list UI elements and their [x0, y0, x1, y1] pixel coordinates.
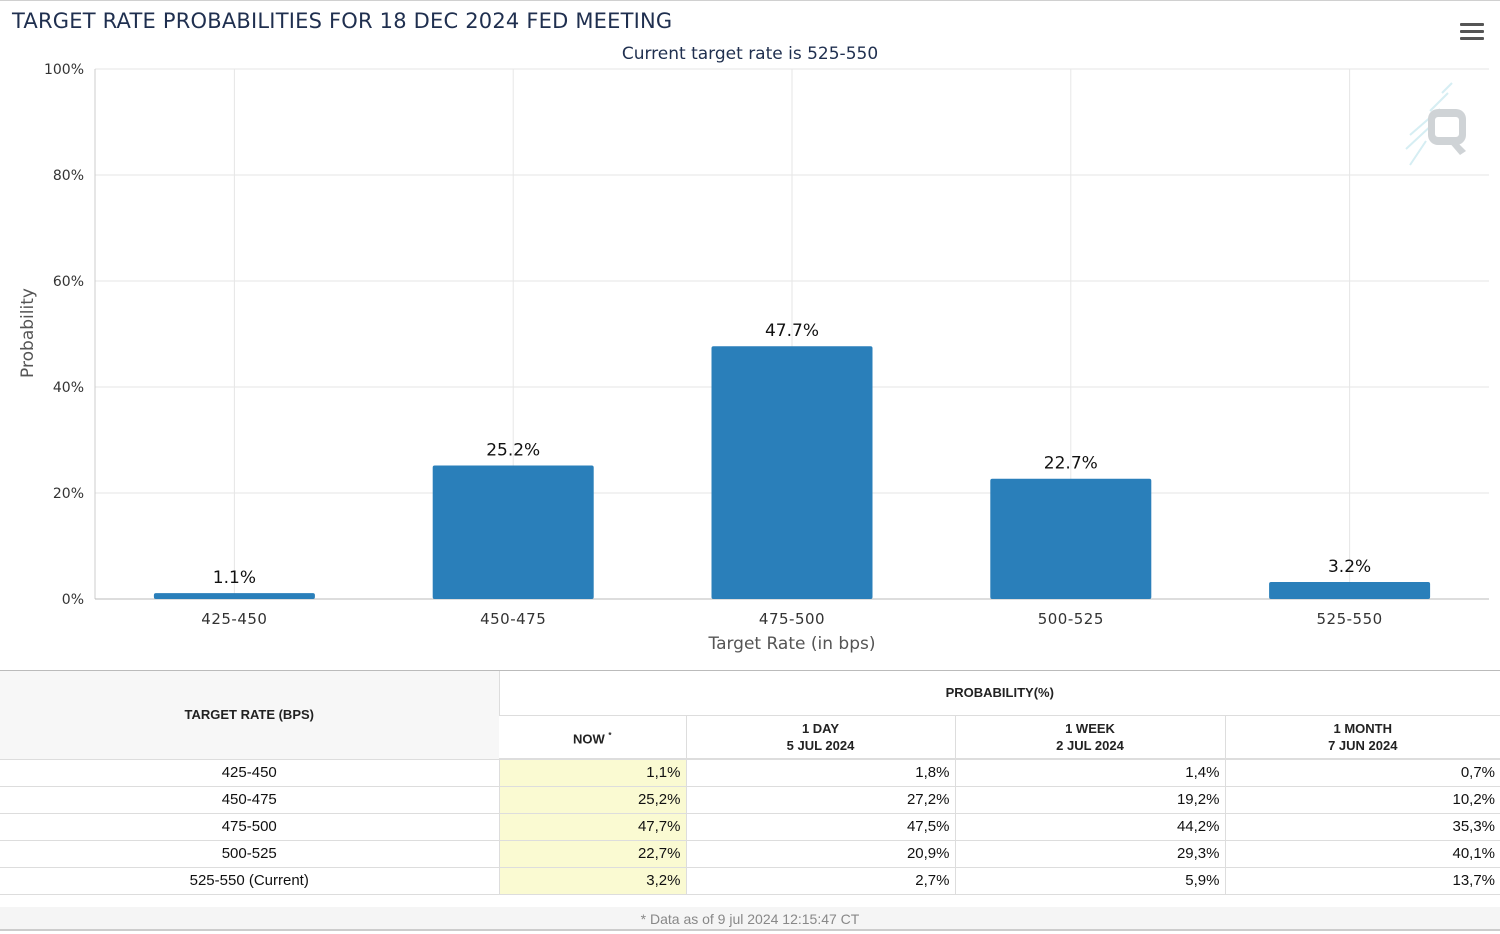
probability-cell: 27,2% — [685, 786, 955, 814]
bar-data-label: 3.2% — [1328, 557, 1371, 577]
probability-cell: 35,3% — [1224, 813, 1500, 841]
bar-450-475[interactable] — [432, 465, 594, 599]
quikstrike-q-logo — [1405, 82, 1466, 166]
x-tick-label: 525-550 — [1317, 610, 1383, 628]
bar-425-450[interactable] — [153, 593, 315, 599]
table-row: 475-500 47,7% 47,5% 44,2% 35,3% — [0, 813, 1500, 841]
target-rate-cell: 450-475 — [0, 786, 499, 814]
bar-chart: 0% 20% 40% 60% 80% 100% 1.1% 425-450 25.2% 450-47… — [18, 62, 1489, 654]
column-header-0: NOW * — [499, 715, 686, 760]
y-tick-label: 0% — [62, 592, 84, 608]
probability-cell: 10,2% — [1224, 786, 1500, 814]
column-header-3: 1 MONTH 7 JUN 2024 — [1224, 715, 1500, 760]
bars — [153, 346, 1431, 599]
table-row: 425-450 1,1% 1,8% 1,4% 0,7% — [0, 759, 1500, 787]
probability-cell: 5,9% — [954, 867, 1225, 895]
probability-cell: 0,7% — [1224, 759, 1500, 787]
probability-cell: 1,8% — [685, 759, 955, 787]
probability-cell: 1,4% — [954, 759, 1225, 787]
column-header-date: 2 JUL 2024 — [1056, 737, 1124, 753]
probability-cell: 47,5% — [685, 813, 955, 841]
x-tick-label: 475-500 — [759, 610, 825, 628]
target-rate-cell: 475-500 — [0, 813, 499, 841]
column-header-label: 1 MONTH — [1333, 720, 1393, 736]
table-row: 525-550 (Current) 3,2% 2,7% 5,9% 13,7% — [0, 867, 1500, 895]
footnote-marker: * — [608, 730, 612, 740]
probability-cell: 44,2% — [954, 813, 1225, 841]
data-timestamp-footnote: * Data as of 9 jul 2024 12:15:47 CT — [0, 907, 1500, 931]
column-header-label: NOW — [572, 730, 605, 746]
probability-cell: 20,9% — [685, 840, 955, 868]
probability-cell: 2,7% — [685, 867, 955, 895]
table-row: 500-525 22,7% 20,9% 29,3% 40,1% — [0, 840, 1500, 868]
probability-header: PROBABILITY(%) — [498, 671, 1500, 716]
y-tick-label: 80% — [53, 168, 84, 184]
probability-cell: 19,2% — [954, 786, 1225, 814]
probability-cell: 13,7% — [1224, 867, 1500, 895]
chart-subtitle: Current target rate is 525-550 — [621, 44, 879, 64]
probability-cell: 22,7% — [498, 840, 686, 868]
column-header-1: 1 DAY 5 JUL 2024 — [685, 715, 955, 760]
y-tick-label: 20% — [53, 486, 84, 502]
labels: 0% 20% 40% 60% 80% 100% 1.1% 425-450 25.2% 450-47… — [44, 62, 1383, 628]
bar-data-label: 22.7% — [1044, 454, 1098, 474]
bar-data-label: 1.1% — [213, 568, 256, 588]
probability-cell: 25,2% — [498, 786, 686, 814]
table-row: 450-475 25,2% 27,2% 19,2% 10,2% — [0, 786, 1500, 814]
probability-cell: 1,1% — [498, 759, 686, 787]
probability-cell: 47,7% — [498, 813, 686, 841]
y-axis-title: Probability — [18, 288, 38, 378]
chart-title: TARGET RATE PROBABILITIES FOR 18 DEC 202… — [12, 9, 673, 33]
probability-cell: 29,3% — [954, 840, 1225, 868]
bar-525-550[interactable] — [1269, 582, 1431, 599]
bar-475-500[interactable] — [711, 346, 873, 599]
x-axis-title: Target Rate (in bps) — [708, 634, 876, 654]
x-tick-label: 425-450 — [201, 610, 267, 628]
hamburger-menu-icon[interactable] — [1458, 23, 1486, 45]
y-tick-label: 60% — [53, 274, 84, 290]
probability-table-panel: TARGET RATE (BPS) PROBABILITY(%) NOW * 1 … — [0, 670, 1500, 934]
x-tick-label: 500-525 — [1038, 610, 1104, 628]
bar-data-label: 47.7% — [765, 321, 819, 341]
y-tick-label: 40% — [53, 380, 84, 396]
target-rate-header: TARGET RATE (BPS) — [0, 671, 499, 760]
probability-cell: 40,1% — [1224, 840, 1500, 868]
y-tick-label: 100% — [44, 62, 84, 78]
column-header-label: 1 DAY — [801, 720, 840, 736]
column-header-2: 1 WEEK 2 JUL 2024 — [954, 715, 1225, 760]
bar-500-525[interactable] — [990, 478, 1152, 599]
x-tick-label: 450-475 — [480, 610, 546, 628]
bar-data-label: 25.2% — [486, 440, 540, 460]
column-header-label: 1 WEEK — [1065, 720, 1115, 736]
probability-cell: 3,2% — [498, 867, 686, 895]
target-rate-cell: 525-550 (Current) — [0, 867, 499, 895]
target-rate-cell: 500-525 — [0, 840, 499, 868]
column-header-date: 7 JUN 2024 — [1328, 737, 1398, 753]
column-header-date: 5 JUL 2024 — [786, 737, 855, 753]
target-rate-cell: 425-450 — [0, 759, 499, 787]
probability-table: TARGET RATE (BPS) PROBABILITY(%) NOW * 1 … — [0, 671, 1500, 895]
